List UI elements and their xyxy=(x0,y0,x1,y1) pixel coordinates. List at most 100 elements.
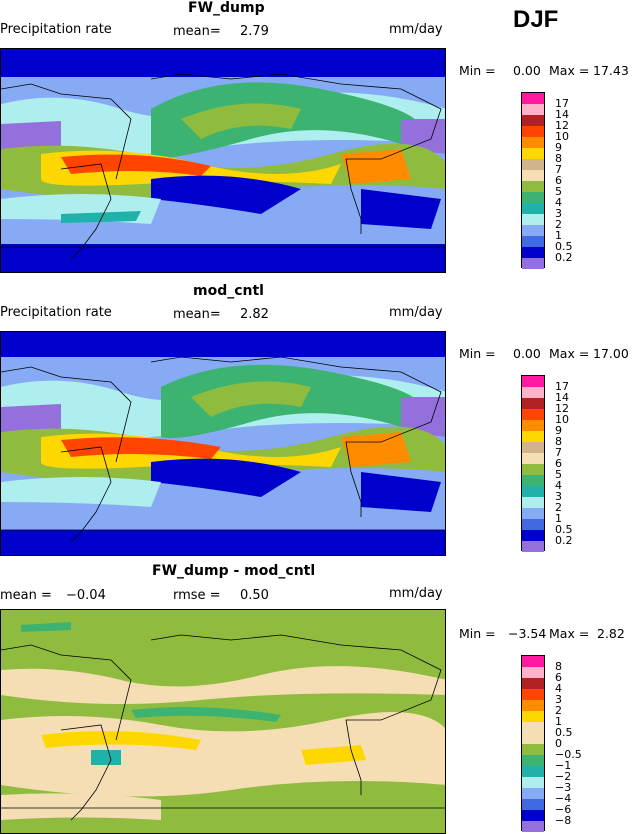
colorbar-swatch xyxy=(522,721,544,733)
colorbar-tick-label: 4 xyxy=(555,195,562,209)
panel2-mean-label: mean= xyxy=(173,307,221,322)
colorbar-swatch xyxy=(522,408,544,420)
colorbar-tick-label: 0.5 xyxy=(555,239,573,253)
colorbar-tick-label: −0.5 xyxy=(555,747,582,761)
panel3-title: FW_dump - mod_cntl xyxy=(152,563,316,579)
colorbar-swatch xyxy=(522,507,544,519)
panel1-mean-value: 2.79 xyxy=(240,24,269,39)
panel2-left-label: Precipitation rate xyxy=(0,305,112,320)
colorbar-tick-label: 0.2 xyxy=(555,250,573,264)
colorbar-tick-label: 5 xyxy=(555,467,562,481)
colorbar-tick-label: 0.5 xyxy=(555,725,573,739)
panel2-colorbar xyxy=(521,375,545,552)
colorbar-swatch xyxy=(522,158,544,170)
colorbar-swatch xyxy=(522,529,544,541)
colorbar-tick-label: 14 xyxy=(555,107,569,121)
season-label: DJF xyxy=(513,6,559,33)
colorbar-tick-label: 4 xyxy=(555,478,562,492)
colorbar-tick-label: 0.2 xyxy=(555,533,573,547)
colorbar-tick-label: 1 xyxy=(555,714,562,728)
colorbar-tick-label: 8 xyxy=(555,659,562,673)
colorbar-swatch xyxy=(522,776,544,788)
panel2-max-value: 17.00 xyxy=(593,346,629,361)
colorbar-swatch xyxy=(522,136,544,148)
colorbar-swatch xyxy=(522,765,544,777)
colorbar-tick-label: 10 xyxy=(555,412,569,426)
colorbar-swatch xyxy=(522,496,544,508)
colorbar-tick-label: 6 xyxy=(555,670,562,684)
colorbar-swatch xyxy=(522,419,544,431)
colorbar-swatch xyxy=(522,540,544,552)
colorbar-tick-label: 12 xyxy=(555,118,569,132)
panel1-min-label: Min = xyxy=(459,63,496,78)
panel2-max-label: Max = xyxy=(549,346,590,361)
panel1-units: mm/day xyxy=(389,22,443,37)
colorbar-tick-label: −6 xyxy=(555,802,572,816)
colorbar-tick-label: 8 xyxy=(555,151,562,165)
colorbar-tick-label: 2 xyxy=(555,703,562,717)
colorbar-tick-label: −1 xyxy=(555,758,572,772)
colorbar-swatch xyxy=(522,103,544,115)
colorbar-tick-label: −2 xyxy=(555,769,572,783)
colorbar-swatch xyxy=(522,430,544,442)
panel1-left-label: Precipitation rate xyxy=(0,22,112,37)
colorbar-tick-label: 8 xyxy=(555,434,562,448)
colorbar-tick-label: 2 xyxy=(555,217,562,231)
colorbar-tick-label: 14 xyxy=(555,390,569,404)
panel1-title: FW_dump xyxy=(188,0,265,16)
colorbar-swatch xyxy=(522,169,544,181)
panel3-min-label: Min = xyxy=(459,626,496,641)
colorbar-swatch xyxy=(522,93,544,104)
panel3-max-value: 2.82 xyxy=(597,626,625,641)
colorbar-tick-label: −8 xyxy=(555,813,572,827)
panel2-title: mod_cntl xyxy=(193,283,264,299)
colorbar-swatch xyxy=(522,180,544,192)
colorbar-tick-label: 3 xyxy=(555,489,562,503)
colorbar-tick-label: 0 xyxy=(555,736,562,750)
panel2-min-value: 0.00 xyxy=(513,346,541,361)
colorbar-swatch xyxy=(522,386,544,398)
colorbar-swatch xyxy=(522,202,544,214)
panel3-units: mm/day xyxy=(389,586,443,601)
colorbar-tick-label: 9 xyxy=(555,140,562,154)
panel2-mean-value: 2.82 xyxy=(240,307,269,322)
colorbar-swatch xyxy=(522,820,544,832)
colorbar-swatch xyxy=(522,677,544,689)
colorbar-tick-label: 6 xyxy=(555,173,562,187)
colorbar-swatch xyxy=(522,732,544,744)
colorbar-swatch xyxy=(522,224,544,236)
colorbar-swatch xyxy=(522,452,544,464)
colorbar-tick-label: 12 xyxy=(555,401,569,415)
panel2-min-label: Min = xyxy=(459,346,496,361)
colorbar-swatch xyxy=(522,666,544,678)
colorbar-tick-label: −4 xyxy=(555,791,572,805)
colorbar-tick-label: 17 xyxy=(555,379,569,393)
colorbar-swatch xyxy=(522,257,544,269)
colorbar-swatch xyxy=(522,474,544,486)
colorbar-swatch xyxy=(522,376,544,387)
panel3-max-label: Max = xyxy=(549,626,590,641)
panel3-mean-value: −0.04 xyxy=(66,588,106,603)
colorbar-tick-label: 9 xyxy=(555,423,562,437)
colorbar-swatch xyxy=(522,441,544,453)
colorbar-swatch xyxy=(522,710,544,722)
panel3-rmse-label: rmse = xyxy=(173,588,221,603)
colorbar-swatch xyxy=(522,743,544,755)
colorbar-swatch xyxy=(522,699,544,711)
panel1-min-value: 0.00 xyxy=(513,63,541,78)
colorbar-tick-label: 1 xyxy=(555,511,562,525)
panel3-colorbar xyxy=(521,655,545,832)
panel2-map xyxy=(0,331,446,556)
colorbar-swatch xyxy=(522,125,544,137)
colorbar-swatch xyxy=(522,485,544,497)
colorbar-swatch xyxy=(522,246,544,258)
colorbar-swatch xyxy=(522,688,544,700)
colorbar-tick-label: 5 xyxy=(555,184,562,198)
colorbar-swatch xyxy=(522,754,544,766)
colorbar-swatch xyxy=(522,656,544,667)
colorbar-tick-label: 3 xyxy=(555,692,562,706)
colorbar-tick-label: 3 xyxy=(555,206,562,220)
colorbar-swatch xyxy=(522,397,544,409)
panel1-mean-label: mean= xyxy=(173,24,221,39)
colorbar-swatch xyxy=(522,114,544,126)
